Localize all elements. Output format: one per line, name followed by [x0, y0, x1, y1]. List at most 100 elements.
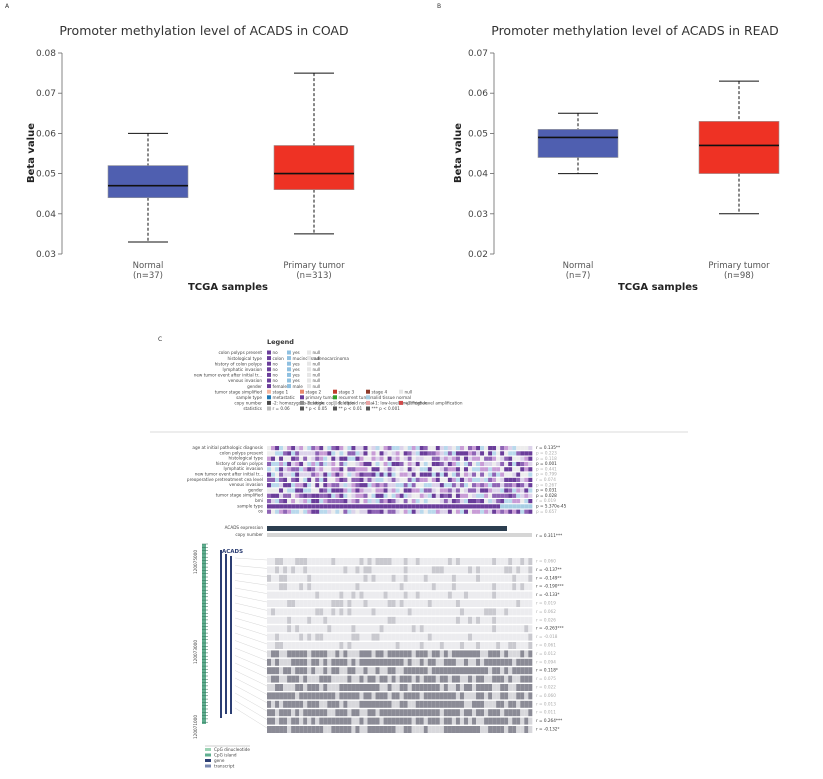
probe-cell	[520, 642, 525, 649]
probe-cell	[492, 600, 497, 607]
track-cell	[331, 456, 336, 461]
probe-cell	[355, 726, 360, 733]
x-tick-label: Primary tumor	[708, 261, 770, 271]
track-cell	[431, 451, 436, 456]
probe-cell	[407, 650, 412, 658]
probe-cell	[439, 675, 444, 683]
track-cell	[307, 472, 312, 477]
track-cell	[399, 499, 404, 504]
track-cell	[407, 446, 412, 451]
probe-cell	[411, 642, 416, 649]
track-cell	[271, 509, 276, 514]
x-tick-label: Normal	[133, 261, 164, 271]
x-count-label: (n=98)	[724, 271, 754, 281]
probe-cell	[323, 650, 328, 658]
probe-cell	[431, 591, 436, 599]
probe-cell	[439, 616, 444, 624]
probe-cell	[275, 574, 280, 582]
track-cell	[463, 499, 468, 504]
probe-cell	[395, 625, 400, 633]
legend-entry: male	[293, 384, 304, 389]
probe-cell	[488, 675, 493, 683]
legend-entry: null	[313, 367, 321, 372]
track-cell	[375, 504, 380, 509]
probe-cell	[443, 591, 448, 599]
track-cell	[303, 488, 308, 493]
probe-cell	[504, 692, 509, 700]
track-cell	[339, 446, 344, 451]
track-cell	[267, 472, 272, 477]
probe-cell	[512, 558, 517, 565]
track-cell	[468, 446, 473, 451]
probe-cell	[363, 684, 368, 691]
probe-cell	[427, 658, 432, 666]
probe-cell	[355, 625, 360, 633]
track-cell	[271, 446, 276, 451]
probe-cell	[347, 709, 352, 717]
track-cell	[299, 467, 304, 472]
legend-entry: 0: diploid normal	[339, 401, 374, 406]
probe-cell	[387, 700, 392, 708]
probe-cell	[484, 700, 489, 708]
probe-cell	[331, 650, 336, 658]
track-cell	[528, 499, 533, 504]
probe-cell	[279, 658, 284, 666]
track-cell	[335, 456, 340, 461]
track-cell	[335, 451, 340, 456]
track-cell	[468, 451, 473, 456]
probe-cell	[351, 633, 356, 641]
probe-cell	[476, 692, 481, 700]
probe-cell	[468, 591, 473, 599]
bottom-legend-swatch	[205, 748, 211, 751]
track-cell	[279, 472, 284, 477]
probe-cell	[407, 726, 412, 733]
probe-cell	[431, 583, 436, 591]
track-label: colon polyps present	[219, 450, 263, 455]
probe-cell	[472, 574, 477, 582]
probe-cell	[403, 633, 408, 641]
probe-cell	[391, 608, 396, 616]
track-cell	[492, 493, 497, 498]
probe-cell	[451, 558, 456, 565]
probe-cell	[435, 633, 440, 641]
probe-cell	[311, 667, 316, 675]
track-cell	[472, 451, 477, 456]
track-cell	[331, 472, 336, 477]
probe-cell	[463, 658, 468, 666]
probe-cell	[367, 658, 372, 666]
probe-cell	[508, 625, 513, 633]
legend-row-label: statistics	[243, 406, 262, 411]
probe-cell	[439, 650, 444, 658]
track-cell	[295, 461, 300, 467]
probe-cell	[504, 642, 509, 649]
track-cell	[387, 467, 392, 472]
track-cell	[468, 467, 473, 472]
track-cell	[339, 461, 344, 467]
track-cell	[391, 456, 396, 461]
track-cell	[459, 451, 464, 456]
probe-cell	[387, 616, 392, 624]
iqr-box	[537, 129, 619, 158]
track-cell	[299, 499, 304, 504]
track-cell	[439, 483, 444, 488]
probe-cell	[335, 574, 340, 582]
probe-cell	[331, 616, 336, 624]
probe-cell	[439, 633, 444, 641]
probe-cell	[363, 692, 368, 700]
track-cell	[459, 446, 464, 451]
track-cell	[271, 488, 276, 493]
track-cell	[295, 451, 300, 456]
track-cell	[347, 477, 352, 482]
probe-cell	[516, 625, 521, 633]
track-cell	[335, 504, 340, 509]
probe-cell	[347, 591, 352, 599]
probe-cell	[524, 583, 529, 591]
probe-cell	[423, 574, 428, 582]
track-cell	[520, 451, 525, 456]
probe-heatmap-row	[267, 658, 533, 666]
track-cell	[319, 504, 324, 509]
probe-cell	[335, 667, 340, 675]
track-cell	[504, 456, 509, 461]
track-label: bmi	[255, 498, 263, 503]
track-cell	[435, 456, 440, 461]
